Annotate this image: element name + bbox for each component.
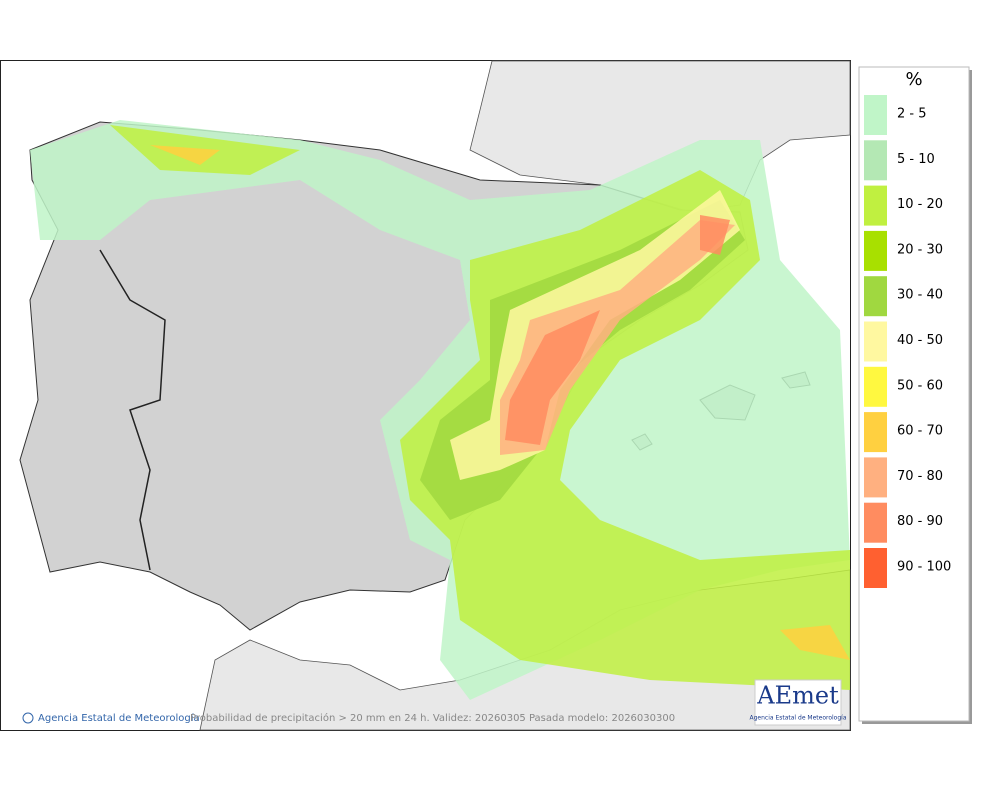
legend-swatch (864, 366, 887, 407)
legend-swatch (864, 95, 887, 135)
legend-swatch (864, 276, 887, 317)
legend-label: 5 - 10 (897, 152, 935, 167)
legend-label: 80 - 90 (897, 514, 943, 529)
legend-label: 50 - 60 (897, 378, 943, 393)
legend-swatch (864, 185, 887, 226)
legend-swatch (864, 548, 887, 588)
logo-box (754, 679, 842, 726)
copyright-icon (22, 712, 34, 724)
legend-label: 2 - 5 (897, 107, 927, 122)
legend-label: 60 - 70 (897, 424, 943, 439)
legend-swatch (864, 412, 887, 453)
legend-label: 90 - 100 (897, 560, 951, 575)
credit: Agencia Estatal de Meteorología (38, 712, 200, 724)
precip-zone (505, 215, 730, 445)
legend-label: 10 - 20 (897, 197, 943, 212)
legend-swatch (864, 140, 887, 181)
legend-swatch (864, 321, 887, 362)
logo-name: AEmet (756, 682, 839, 710)
legend-label: 40 - 50 (897, 333, 943, 348)
map: Agencia Estatal de Meteorología Probabil… (0, 60, 851, 731)
precipitation (30, 120, 850, 700)
precip-zone (500, 220, 735, 455)
legend-swatch (864, 230, 887, 271)
border (99, 249, 166, 571)
legend-label: 70 - 80 (897, 469, 943, 484)
legend: % 2 - 5 5 - 10 10 - 20 20 - 30 30 - 40 40 - 5… (858, 66, 972, 724)
logo-subtitle: Agencia Estatal de Meteorología (750, 715, 847, 722)
legend-label: 20 - 30 (897, 242, 943, 257)
legend-swatch (864, 502, 887, 543)
legend-title: % (905, 69, 922, 90)
legend-label: 30 - 40 (897, 288, 943, 303)
legend-swatch (864, 457, 887, 498)
caption: Probabilidad de precipitación > 20 mm en… (190, 712, 675, 724)
